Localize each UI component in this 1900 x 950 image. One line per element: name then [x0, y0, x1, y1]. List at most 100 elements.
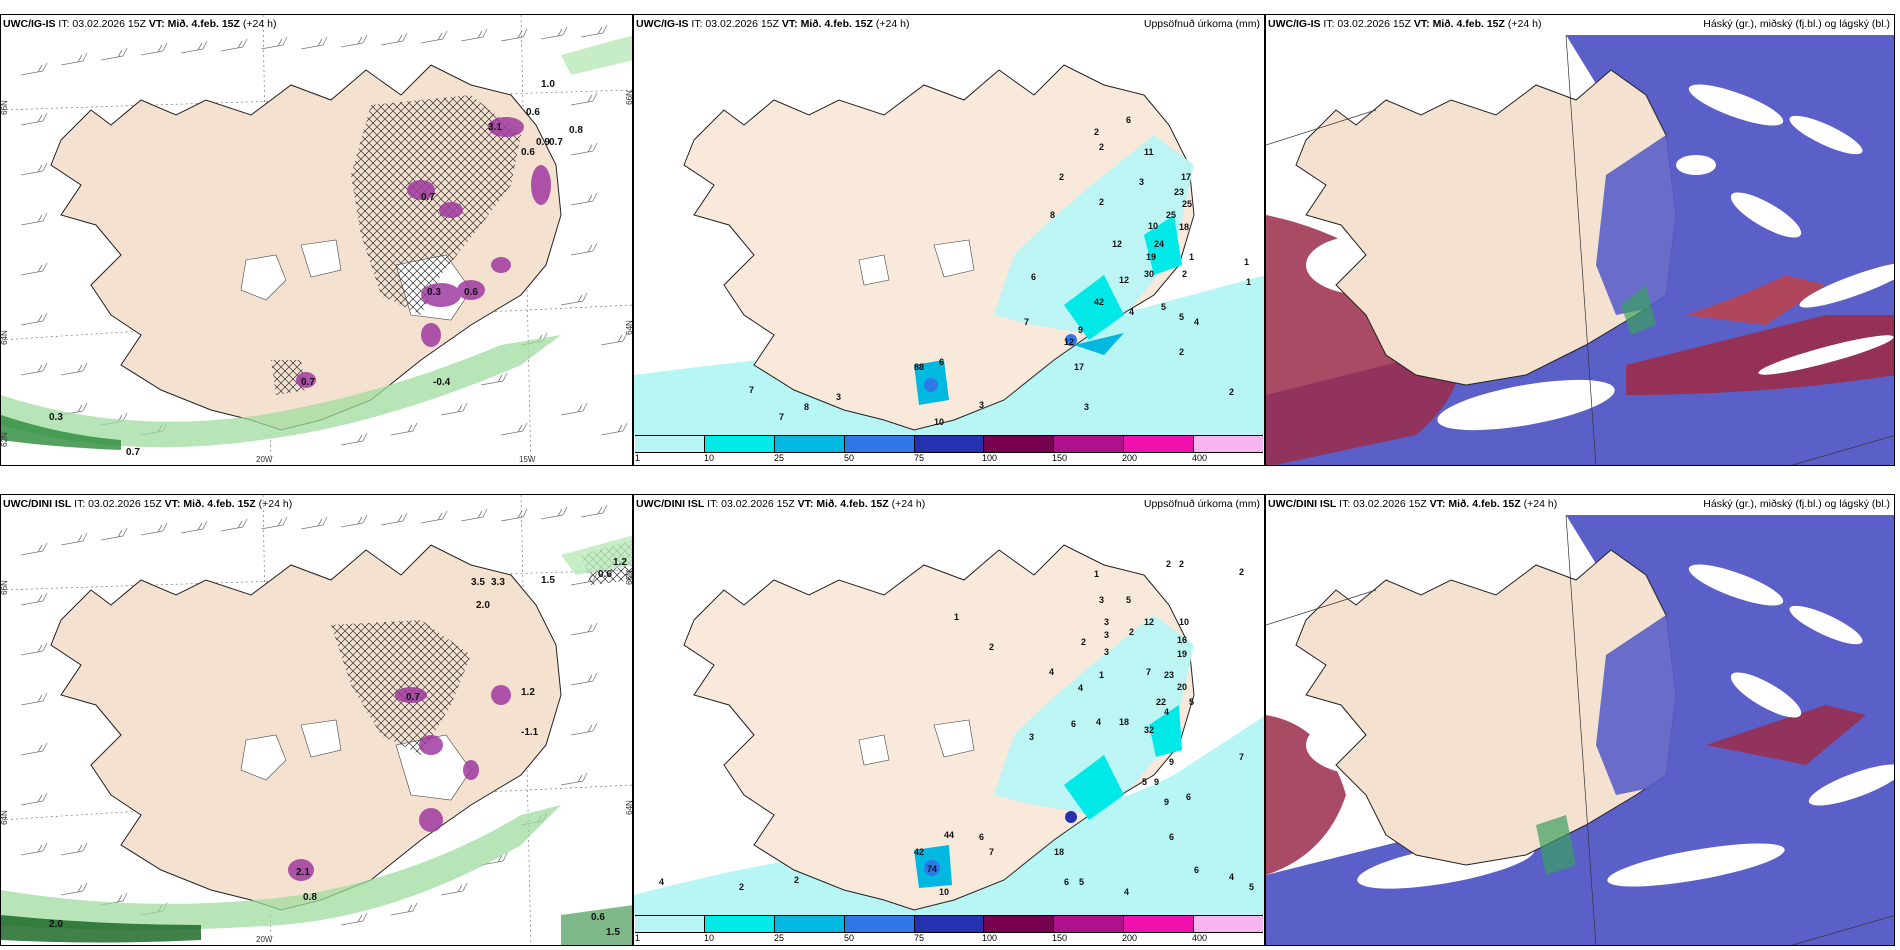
- colorbar-segment: [1124, 436, 1195, 452]
- svg-text:12: 12: [1064, 337, 1074, 347]
- colorbar-segment: [1054, 436, 1125, 452]
- svg-text:22: 22: [1156, 697, 1166, 707]
- svg-text:8: 8: [1050, 210, 1055, 220]
- svg-text:1: 1: [1244, 257, 1249, 267]
- svg-text:18: 18: [1119, 717, 1129, 727]
- colorbar-segment: [844, 436, 915, 452]
- svg-text:7: 7: [1024, 317, 1029, 327]
- svg-text:0.7: 0.7: [301, 377, 315, 388]
- svg-text:6: 6: [1031, 272, 1036, 282]
- svg-text:2: 2: [1179, 347, 1184, 357]
- svg-text:6: 6: [1071, 719, 1076, 729]
- svg-text:2: 2: [1099, 197, 1104, 207]
- colorbar-segment: [984, 436, 1055, 452]
- lat-label: 66N: [624, 90, 633, 105]
- svg-text:1: 1: [1094, 569, 1099, 579]
- svg-text:2: 2: [989, 642, 994, 652]
- colorbar-segment: [1054, 916, 1125, 932]
- svg-text:5: 5: [1179, 312, 1184, 322]
- svg-text:2.0: 2.0: [49, 919, 63, 930]
- svg-text:23: 23: [1174, 187, 1184, 197]
- colorbar-segment: [914, 436, 985, 452]
- lat-label: 66N: [624, 570, 633, 585]
- lon-label: 20W: [256, 935, 273, 944]
- svg-text:7: 7: [989, 847, 994, 857]
- svg-text:0.6: 0.6: [598, 569, 612, 580]
- svg-text:0.6: 0.6: [591, 912, 605, 923]
- colorbar-label: 200: [1122, 453, 1138, 463]
- colorbar-segment: [704, 916, 775, 932]
- svg-text:2: 2: [1099, 142, 1104, 152]
- svg-text:3: 3: [1139, 177, 1144, 187]
- svg-text:2: 2: [1081, 637, 1086, 647]
- colorbar-segment: [1124, 916, 1195, 932]
- svg-text:5: 5: [1126, 595, 1131, 605]
- colorbar-segment: [704, 436, 775, 452]
- svg-text:5: 5: [1161, 302, 1166, 312]
- svg-text:4: 4: [1124, 887, 1129, 897]
- svg-text:4: 4: [1229, 872, 1234, 882]
- svg-text:2.0: 2.0: [476, 600, 490, 611]
- svg-text:0.7: 0.7: [126, 447, 140, 458]
- svg-text:1.0: 1.0: [541, 79, 555, 90]
- svg-text:3.5: 3.5: [471, 577, 485, 588]
- panel-top-left-wind-map: UWC/IG-IS IT: 03.02.2026 15Z VT: Mið. 4.…: [0, 14, 633, 466]
- svg-text:3: 3: [1104, 647, 1109, 657]
- svg-text:1: 1: [954, 612, 959, 622]
- colorbar-label: 1: [635, 453, 641, 463]
- svg-text:7: 7: [779, 412, 784, 422]
- svg-text:10: 10: [1148, 221, 1158, 231]
- svg-text:3: 3: [979, 400, 984, 410]
- lat-label: 64N: [624, 800, 633, 815]
- svg-text:16: 16: [1177, 635, 1187, 645]
- svg-text:12: 12: [1112, 239, 1122, 249]
- svg-text:6: 6: [1194, 865, 1199, 875]
- panel-top-middle-precip-map: UWC/IG-IS IT: 03.02.2026 15Z VT: Mið. 4.…: [633, 14, 1265, 466]
- svg-text:2: 2: [1182, 269, 1187, 279]
- svg-text:0.3: 0.3: [427, 287, 441, 298]
- svg-text:19: 19: [1146, 252, 1156, 262]
- svg-text:7: 7: [1239, 752, 1244, 762]
- colorbar-label: 75: [914, 453, 925, 463]
- svg-text:10: 10: [1179, 617, 1189, 627]
- panel-header: UWC/IG-IS IT: 03.02.2026 15Z VT: Mið. 4.…: [636, 18, 910, 30]
- svg-text:0.6: 0.6: [526, 107, 540, 118]
- colorbar-label: 150: [1052, 933, 1068, 943]
- svg-text:6: 6: [1186, 792, 1191, 802]
- svg-text:44: 44: [944, 830, 954, 840]
- colorbar-label: 50: [844, 453, 855, 463]
- svg-text:4: 4: [1049, 667, 1054, 677]
- colorbar-label: 75: [914, 933, 925, 943]
- svg-text:0.9: 0.9: [536, 137, 550, 148]
- svg-text:6: 6: [1064, 877, 1069, 887]
- colorbar-label: 50: [844, 933, 855, 943]
- panel-header: UWC/IG-IS IT: 03.02.2026 15Z VT: Mið. 4.…: [1268, 18, 1542, 30]
- svg-text:25: 25: [1182, 199, 1192, 209]
- svg-text:3: 3: [1084, 402, 1089, 412]
- svg-text:9: 9: [1154, 777, 1159, 787]
- svg-text:4: 4: [1164, 707, 1169, 717]
- svg-text:0.6: 0.6: [521, 147, 535, 158]
- svg-text:9: 9: [1169, 757, 1174, 767]
- svg-text:6: 6: [979, 832, 984, 842]
- svg-text:9: 9: [1078, 325, 1083, 335]
- svg-text:3: 3: [1104, 630, 1109, 640]
- svg-text:30: 30: [1144, 269, 1154, 279]
- lat-label: 64N: [0, 330, 9, 345]
- lat-label: 66N: [0, 580, 9, 595]
- svg-text:23: 23: [1164, 670, 1174, 680]
- svg-text:0.8: 0.8: [303, 892, 317, 903]
- colorbar-label: 1: [635, 933, 641, 943]
- colorbar-segment: [1194, 436, 1264, 452]
- lon-label: 20W: [256, 455, 273, 464]
- svg-text:5: 5: [1142, 777, 1147, 787]
- svg-text:42: 42: [1094, 297, 1104, 307]
- lat-label: 64N: [624, 320, 633, 335]
- colorbar-segment: [635, 916, 705, 932]
- svg-text:2: 2: [1059, 172, 1064, 182]
- svg-text:20: 20: [1177, 682, 1187, 692]
- svg-text:8: 8: [804, 402, 809, 412]
- colorbar-segment: [774, 436, 845, 452]
- lon-label: 15W: [519, 455, 536, 464]
- colorbar-segment: [984, 916, 1055, 932]
